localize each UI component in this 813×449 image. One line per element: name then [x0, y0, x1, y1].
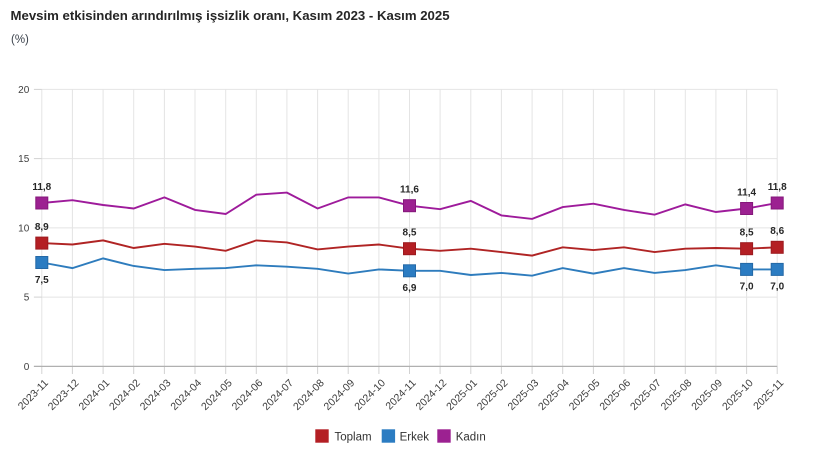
svg-text:2025-10: 2025-10: [720, 377, 756, 413]
svg-text:11,8: 11,8: [32, 182, 51, 193]
svg-text:2024-07: 2024-07: [260, 377, 296, 413]
svg-text:7,0: 7,0: [770, 282, 784, 293]
svg-text:2024-04: 2024-04: [168, 377, 204, 413]
svg-text:2025-07: 2025-07: [628, 377, 664, 413]
svg-text:8,9: 8,9: [35, 222, 49, 233]
svg-text:2024-03: 2024-03: [138, 377, 174, 413]
svg-text:2025-03: 2025-03: [505, 377, 541, 413]
svg-text:2025-02: 2025-02: [475, 377, 511, 413]
svg-text:2024-05: 2024-05: [199, 377, 235, 413]
svg-text:7,0: 7,0: [740, 282, 754, 293]
svg-text:2025-01: 2025-01: [444, 377, 480, 413]
svg-text:2024-09: 2024-09: [322, 377, 358, 413]
svg-text:2024-08: 2024-08: [291, 377, 327, 413]
svg-text:Toplam: Toplam: [335, 432, 372, 444]
svg-text:2025-09: 2025-09: [689, 377, 725, 413]
svg-text:2025-11: 2025-11: [751, 377, 786, 412]
svg-text:2024-11: 2024-11: [383, 377, 418, 412]
svg-text:8,5: 8,5: [403, 228, 417, 239]
svg-text:11,4: 11,4: [737, 187, 756, 198]
svg-text:0: 0: [24, 362, 30, 373]
svg-text:2024-10: 2024-10: [352, 377, 388, 413]
svg-text:2025-08: 2025-08: [659, 377, 695, 413]
svg-text:11,8: 11,8: [768, 182, 787, 193]
svg-text:2025-05: 2025-05: [567, 377, 603, 413]
svg-text:20: 20: [18, 85, 30, 96]
svg-text:Erkek: Erkek: [400, 432, 430, 444]
svg-text:6,9: 6,9: [403, 283, 417, 294]
svg-text:2025-06: 2025-06: [597, 377, 633, 413]
svg-text:2023-12: 2023-12: [46, 377, 82, 413]
svg-text:2024-12: 2024-12: [413, 377, 449, 413]
svg-text:8,6: 8,6: [770, 226, 784, 237]
svg-text:2024-06: 2024-06: [230, 377, 266, 413]
svg-text:5: 5: [24, 293, 30, 304]
svg-text:10: 10: [18, 224, 30, 235]
svg-text:8,5: 8,5: [740, 228, 754, 239]
svg-text:2024-02: 2024-02: [107, 377, 143, 413]
svg-text:7,5: 7,5: [35, 275, 49, 286]
svg-text:11,6: 11,6: [400, 185, 419, 196]
svg-text:15: 15: [18, 154, 30, 165]
svg-text:2024-01: 2024-01: [76, 377, 112, 413]
svg-text:2023-11: 2023-11: [16, 377, 51, 412]
svg-text:2025-04: 2025-04: [536, 377, 572, 413]
svg-text:Kadın: Kadın: [456, 432, 486, 444]
